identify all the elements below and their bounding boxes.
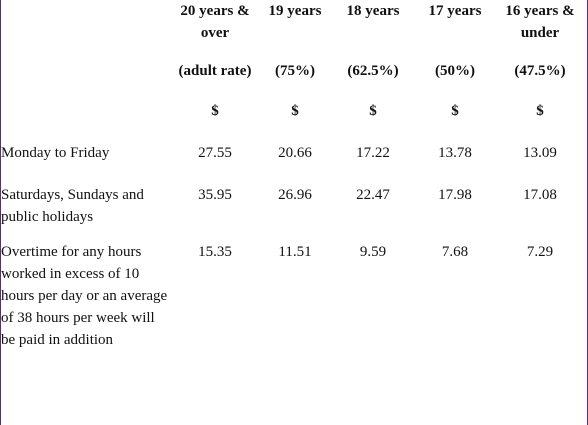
rate-header-20-over: (adult rate)	[178, 63, 252, 79]
cell-weekend-20-over: 35.95	[198, 187, 232, 203]
corner-cell	[1, 0, 169, 60]
cell-weekday-20-over: 27.55	[198, 145, 232, 161]
age-header-17: 17 years	[428, 3, 482, 19]
cell-overtime-19: 11.51	[278, 244, 312, 260]
currency-header-17: $	[451, 103, 459, 119]
cell-weekday-18: 17.22	[356, 145, 390, 161]
cell-weekday-16-under: 13.09	[523, 145, 557, 161]
cell-weekend-16-under: 17.08	[523, 187, 557, 203]
cell-weekend-17: 17.98	[438, 187, 472, 203]
cell-overtime-20-over: 15.35	[198, 244, 232, 260]
rate-header-17: (50%)	[435, 63, 475, 79]
age-header-16-under: 16 years & under	[505, 3, 575, 41]
rate-header-16-under: (47.5%)	[514, 63, 566, 79]
age-header-row: 20 years & over 19 years 18 years 17 yea…	[1, 0, 587, 60]
rate-percent-row: (adult rate) (75%) (62.5%) (50%) (47.5%)	[1, 60, 587, 100]
currency-corner-cell	[1, 100, 169, 140]
row-label-weekend: Saturdays, Sundays and public holidays	[1, 187, 144, 225]
table-row: Overtime for any hours worked in excess …	[1, 239, 587, 351]
rate-header-19: (75%)	[275, 63, 315, 79]
age-header-18: 18 years	[346, 3, 400, 19]
rate-header-18: (62.5%)	[347, 63, 399, 79]
row-label-weekday: Monday to Friday	[1, 145, 110, 161]
rate-corner-cell	[1, 60, 169, 100]
age-header-20-over: 20 years & over	[180, 3, 250, 41]
pay-rates-table: 20 years & over 19 years 18 years 17 yea…	[1, 0, 587, 351]
age-header-19: 19 years	[268, 3, 322, 19]
currency-header-20-over: $	[211, 103, 219, 119]
cell-weekday-17: 13.78	[438, 145, 472, 161]
currency-header-16-under: $	[536, 103, 544, 119]
row-label-overtime: Overtime for any hours worked in excess …	[1, 244, 168, 348]
currency-header-18: $	[369, 103, 377, 119]
cell-overtime-17: 7.68	[441, 244, 469, 260]
table-row: Saturdays, Sundays and public holidays 3…	[1, 182, 587, 239]
cell-weekday-19: 20.66	[278, 145, 312, 161]
cell-weekend-19: 26.96	[278, 187, 312, 203]
cell-weekend-18: 22.47	[356, 187, 390, 203]
currency-header-19: $	[291, 103, 299, 119]
cell-overtime-16-under: 7.29	[526, 244, 554, 260]
currency-row: $ $ $ $ $	[1, 100, 587, 140]
cell-overtime-18: 9.59	[359, 244, 387, 260]
table-row: Monday to Friday 27.55 20.66 17.22 13.78…	[1, 140, 587, 182]
